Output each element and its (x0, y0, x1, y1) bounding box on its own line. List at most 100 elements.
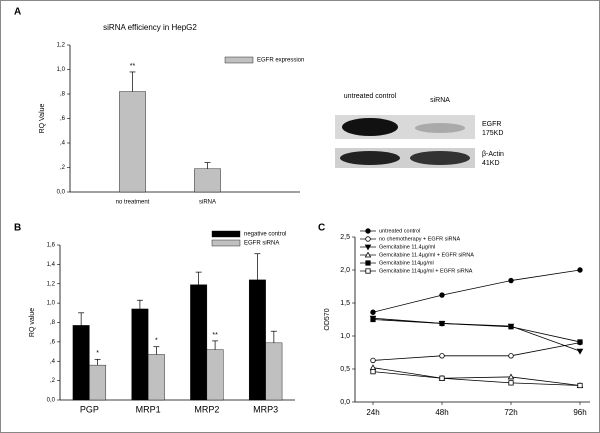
bar (119, 91, 146, 193)
blot-band (410, 151, 470, 165)
legend-label: EGFR expression (257, 58, 304, 64)
line (372, 367, 581, 386)
bar (194, 168, 221, 193)
x-tick-label: PGP (80, 404, 99, 414)
y-axis-label: RQ Value (39, 103, 46, 133)
legend-marker (364, 244, 372, 251)
y-tick-label: 1,4 (47, 262, 56, 268)
line (372, 319, 581, 343)
chart-title: siRNA efficiency in HepG2 (103, 23, 197, 32)
y-tick-label: 1,2 (47, 281, 56, 287)
y-tick-label: ,8 (60, 92, 66, 98)
y-tick-label: 2,0 (340, 267, 350, 274)
legend-label: no chemotherapy + EGFR siRNA (379, 236, 460, 242)
y-tick-label: 1,5 (340, 300, 350, 307)
blot-band (342, 118, 398, 136)
legend-label: untreated control (379, 228, 420, 234)
band-size: 41KD (482, 160, 500, 167)
bar (265, 342, 283, 401)
y-tick-label: 0,0 (340, 399, 350, 406)
y-tick-label: ,4 (60, 141, 66, 147)
annotation: ** (130, 63, 136, 70)
marker (577, 267, 583, 273)
x-tick-label: 72h (504, 408, 517, 417)
y-tick-label: 0,0 (57, 190, 66, 196)
legend-marker (365, 268, 371, 274)
bar (72, 325, 90, 401)
marker (370, 357, 376, 364)
error-bar (254, 253, 261, 280)
legend-marker (365, 236, 371, 242)
y-tick-label: ,2 (50, 378, 56, 384)
x-tick-label: no treatment (116, 200, 150, 206)
legend-label: Gemcitabine 114µg/ml + EGFR siRNA (379, 268, 473, 274)
annotation: ** (212, 332, 218, 339)
error-bar (136, 299, 143, 309)
bar (147, 354, 165, 401)
x-tick-label: MRP3 (253, 404, 278, 414)
marker (577, 339, 583, 345)
marker (508, 324, 514, 330)
error-bar (204, 162, 211, 169)
y-tick-label: ,6 (60, 116, 66, 122)
y-tick-label: ,4 (50, 359, 56, 365)
y-tick-label: ,8 (50, 320, 56, 326)
marker (508, 353, 514, 359)
blot (335, 115, 475, 168)
legend-label: Gemcitabine 114µg/ml (379, 260, 434, 266)
band-size: 175KD (482, 130, 504, 137)
band-label: EGFR 175KD (482, 120, 503, 138)
band-label: β-Actin 41KD (482, 150, 504, 168)
legend-label: Gemcitabine 11.4µg/ml (379, 244, 435, 250)
marker (508, 277, 514, 284)
y-tick-label: 1,0 (47, 301, 56, 307)
bar (190, 284, 208, 401)
error-bar (153, 346, 160, 355)
x-tick-label: 48h (435, 408, 448, 417)
error-bar (129, 71, 136, 92)
line (372, 342, 581, 361)
x-tick-label: MRP1 (136, 404, 161, 414)
band-name: EGFR (482, 121, 502, 128)
legend-marker (364, 251, 372, 258)
error-bar (78, 312, 85, 326)
annotation: * (155, 338, 158, 345)
marker (439, 375, 445, 381)
error-bar (270, 330, 277, 343)
blot-band (415, 123, 465, 133)
lane-label: untreated control (343, 93, 397, 100)
legend-swatch (224, 56, 254, 64)
legend-label: EGFR siRNA (244, 241, 279, 247)
band-name: β-Actin (482, 151, 504, 158)
y-tick-label: 1,6 (47, 243, 56, 249)
x-tick-label: MRP2 (194, 404, 219, 414)
line (372, 371, 581, 386)
y-axis-label: OD570 (324, 308, 331, 330)
y-axis-label: RQ value (29, 308, 36, 337)
x-tick-label: 24h (366, 408, 379, 417)
y-tick-label: 2,5 (340, 234, 350, 241)
marker (370, 316, 376, 323)
line (372, 317, 581, 352)
error-bar (195, 271, 202, 285)
annotation: * (96, 350, 99, 357)
marker (508, 380, 514, 386)
error-bar (94, 358, 101, 366)
marker (577, 382, 583, 389)
marker (370, 309, 376, 315)
y-tick-label: 0,0 (47, 398, 56, 404)
panel-label: B (14, 223, 21, 234)
legend-swatch (211, 230, 241, 238)
marker (439, 292, 445, 298)
legend-marker (365, 260, 371, 266)
y-tick-label: 1,0 (340, 333, 350, 340)
blot-band (340, 151, 400, 165)
marker (576, 348, 584, 355)
legend-label: Gemcitabine 11.4µg/ml + EGFR siRNA (379, 252, 474, 258)
lane-label: siRNA (430, 97, 450, 104)
bar (131, 308, 149, 401)
marker (439, 320, 445, 327)
error-bar (212, 340, 219, 350)
